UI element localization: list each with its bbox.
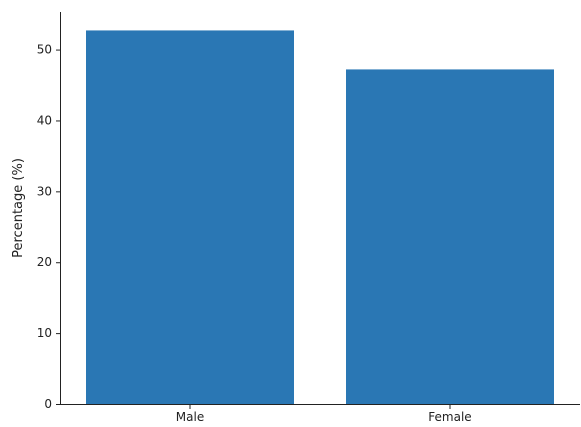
- bar-female: [346, 69, 554, 404]
- x-tick-label-male: Male: [176, 410, 204, 424]
- axes: [60, 12, 580, 405]
- x-ticks: Male Female: [176, 404, 472, 424]
- bar-male: [86, 30, 294, 404]
- y-axis-label: Percentage (%): [11, 158, 26, 258]
- x-tick-label-female: Female: [428, 410, 471, 424]
- y-tick-label-10: 10: [37, 326, 52, 340]
- bars: [86, 30, 554, 404]
- y-tick-label-0: 0: [44, 397, 52, 411]
- y-tick-label-30: 30: [37, 184, 52, 198]
- y-tick-label-20: 20: [37, 255, 52, 269]
- y-tick-label-40: 40: [37, 113, 52, 127]
- y-ticks: 0 10 20 30 40 50: [37, 43, 60, 411]
- y-tick-label-50: 50: [37, 43, 52, 57]
